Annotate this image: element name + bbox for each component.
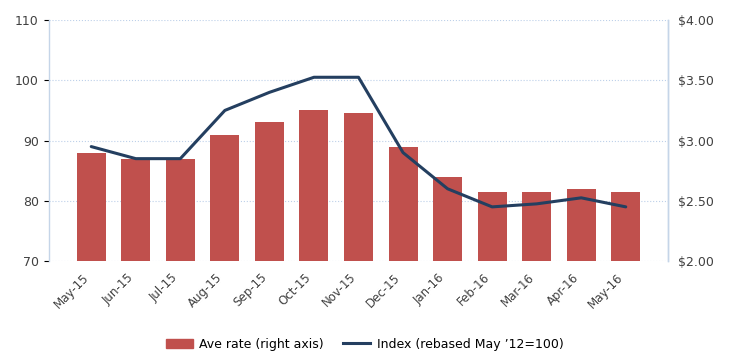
Bar	[477, 192, 507, 362]
Bar	[344, 113, 373, 362]
Bar	[522, 192, 551, 362]
Bar	[211, 135, 239, 362]
Bar	[612, 192, 640, 362]
Bar	[255, 122, 284, 362]
Legend: Ave rate (right axis), Index (rebased May ’12=100): Ave rate (right axis), Index (rebased Ma…	[160, 333, 569, 356]
Bar	[300, 110, 329, 362]
Bar	[166, 159, 195, 362]
Bar	[433, 177, 462, 362]
Bar	[121, 159, 150, 362]
Bar	[77, 153, 106, 362]
Bar	[389, 147, 418, 362]
Bar	[566, 189, 596, 362]
